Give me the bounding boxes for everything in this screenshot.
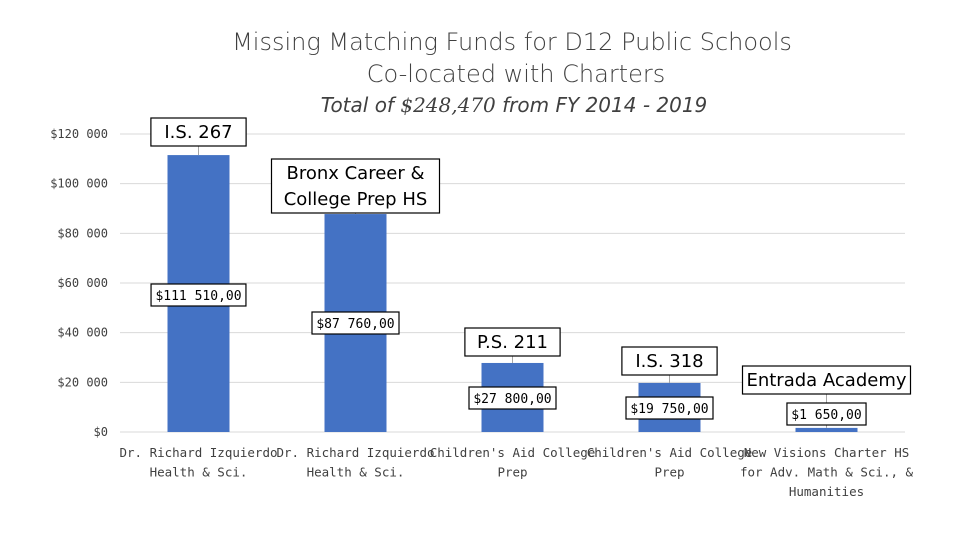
y-tick-label: $0 — [94, 425, 108, 439]
subtitle-suffix: from FY 2014 - 2019 — [496, 93, 708, 117]
category-label: Prep — [497, 465, 527, 480]
y-tick-label: $40 000 — [57, 326, 108, 340]
y-tick-label: $80 000 — [57, 226, 108, 240]
value-label-box — [468, 386, 557, 410]
value-label-box — [625, 396, 714, 420]
value-label-box — [786, 402, 867, 426]
school-callout-box — [741, 365, 912, 395]
school-callout-label: Entrada Academy — [746, 370, 906, 391]
value-label: $19 750,00 — [630, 402, 708, 417]
school-callout-box — [270, 158, 441, 214]
value-label: $111 510,00 — [155, 289, 241, 304]
school-callout-label: Bronx Career & — [286, 163, 424, 184]
bar — [795, 427, 858, 432]
category-label: Dr. Richard Izquierdo — [119, 445, 277, 460]
school-callout-label: I.S. 318 — [635, 351, 703, 372]
category-label: Children's Aid College — [430, 445, 596, 460]
school-callout-label: P.S. 211 — [477, 332, 548, 353]
chart-title: Missing Matching Funds for D12 Public Sc… — [232, 28, 792, 56]
category-label: Prep — [654, 465, 684, 480]
y-tick-label: $120 000 — [50, 127, 108, 141]
value-label: $27 800,00 — [473, 392, 551, 407]
y-axis-ticks: $0 $20 000 $40 000 $60 000 $80 000 $100 000 $1… — [50, 127, 108, 439]
category-label: New Visions Charter HS — [744, 445, 910, 460]
chart-title-line2: Co-located with Charters — [367, 60, 665, 88]
y-tick-label: $20 000 — [57, 375, 108, 389]
value-label-box — [311, 311, 400, 335]
school-callout-label: College Prep HS — [284, 189, 428, 210]
school-callout-box — [621, 346, 718, 376]
category-label: for Adv. Math & Sci., & — [740, 465, 914, 480]
chart-subtitle: Total of $248,470 from FY 2014 - 2019 — [321, 93, 708, 117]
data-labels: I.S. 267 $111 510,00 Bronx Career & College… — [150, 117, 912, 428]
value-label-box — [150, 283, 247, 307]
category-label: Health & Sci. — [307, 465, 405, 480]
y-tick-label: $100 000 — [50, 177, 108, 191]
value-label: $87 760,00 — [316, 317, 394, 332]
value-label: $1 650,00 — [791, 408, 861, 423]
category-label: Humanities — [789, 484, 864, 499]
category-label: Health & Sci. — [150, 465, 248, 480]
y-tick-label: $60 000 — [57, 276, 108, 290]
category-label: Dr. Richard Izquierdo — [276, 445, 434, 460]
subtitle-prefix: Total of — [321, 93, 401, 117]
category-labels: Dr. Richard Izquierdo Health & Sci. Dr. Ri… — [119, 445, 913, 499]
school-callout-label: I.S. 267 — [164, 122, 232, 143]
school-callout-box — [150, 117, 247, 147]
school-callout-box — [464, 327, 561, 357]
subtitle-amount: $248,470 — [400, 93, 496, 117]
category-label: Children's Aid College — [587, 445, 753, 460]
